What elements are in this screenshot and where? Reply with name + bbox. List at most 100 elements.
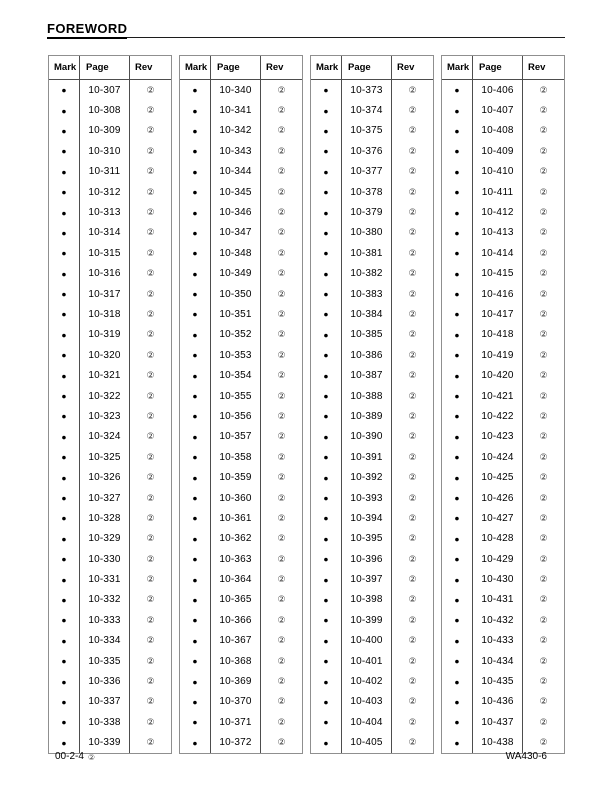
mark-dot: ● [192,146,198,157]
page-number: 10-417 [472,304,523,325]
page-number: 10-344 [210,161,261,182]
rev-mark: ② [408,186,417,197]
page-number: 10-368 [210,650,261,672]
rev-mark: ② [277,145,286,156]
page-number: 10-432 [472,610,523,631]
mark-dot: ● [192,533,198,544]
rev-mark: ② [146,370,155,381]
revision-tables: Mark Page Rev ● 10-307 ② ● 10-308 ② ● 10-309 ② ● 1… [48,55,565,754]
table-row: ● 10-346 ② [180,202,302,223]
mark-dot: ● [192,166,198,177]
page-number: 10-355 [210,385,261,407]
mark-dot: ● [192,615,198,626]
mark-dot: ● [454,656,460,667]
page-number: 10-375 [341,120,392,142]
table-row: ● 10-406 ② [442,80,564,101]
table-row: ● 10-408 ② [442,120,564,142]
mark-dot: ● [323,105,329,116]
page-number: 10-371 [210,712,261,733]
table-row: ● 10-309 ② [49,120,171,142]
mark-dot: ● [61,533,67,544]
table-row: ● 10-313 ② [49,202,171,223]
table-row: ● 10-425 ② [442,467,564,488]
mark-dot: ● [192,717,198,728]
mark-dot: ● [61,574,67,585]
mark-dot: ● [61,289,67,300]
table-row: ● 10-416 ② [442,283,564,305]
page-number: 10-422 [472,406,523,427]
mark-dot: ● [454,187,460,198]
footer-rev-mark: ② [87,752,96,762]
table-header: Mark Page Rev [180,56,302,80]
rev-mark: ② [539,207,548,218]
mark-dot: ● [323,146,329,157]
rev-mark: ② [408,431,417,442]
rev-mark: ② [408,105,417,116]
table-row: ● 10-386 ② [311,345,433,366]
rev-mark: ② [146,574,155,585]
table-row: ● 10-331 ② [49,569,171,590]
page-number: 10-413 [472,222,523,244]
table-row: ● 10-333 ② [49,610,171,631]
rev-mark: ② [146,512,155,523]
rev-mark: ② [539,737,548,748]
page-number: 10-341 [210,100,261,121]
rev-mark: ② [277,247,286,258]
rev-mark: ② [277,207,286,218]
mark-dot: ● [454,391,460,402]
table-row: ● 10-394 ② [311,508,433,529]
mark-dot: ● [61,431,67,442]
page-number: 10-411 [472,181,523,203]
rev-mark: ② [146,84,155,95]
mark-dot: ● [454,493,460,503]
mark-dot: ● [323,125,329,136]
mark-dot: ● [192,370,198,381]
page-number: 10-404 [341,712,392,733]
page-number: 10-435 [472,671,523,692]
page-number: 10-380 [341,222,392,244]
mark-dot: ● [61,472,67,483]
page-number: 10-425 [472,467,523,488]
table-row: ● 10-399 ② [311,610,433,631]
page-number: 10-378 [341,181,392,203]
mark-dot: ● [61,268,67,279]
page-number: 10-395 [341,528,392,549]
mark-dot: ● [192,350,198,361]
rev-mark: ② [539,472,548,483]
rev-mark: ② [146,676,155,687]
page-number: 10-310 [79,141,130,162]
mark-dot: ● [61,85,67,96]
table-row: ● 10-347 ② [180,222,302,244]
rev-mark: ② [146,614,155,625]
rev-mark: ② [539,696,548,707]
page-number: 10-334 [79,630,130,651]
col-header-rev: Rev [528,62,546,73]
table-row: ● 10-401 ② [311,650,433,672]
mark-dot: ● [61,513,67,524]
mark-dot: ● [192,289,198,300]
mark-dot: ● [454,615,460,626]
rev-mark: ② [539,553,548,564]
mark-dot: ● [323,370,329,381]
mark-dot: ● [323,574,329,585]
page-number: 10-313 [79,202,130,223]
table-row: ● 10-419 ② [442,345,564,366]
mark-dot: ● [454,350,460,361]
rev-mark: ② [408,308,417,319]
page-number: 10-389 [341,406,392,427]
page-number: 10-414 [472,243,523,264]
table-row: ● 10-361 ② [180,508,302,529]
page-number: 10-399 [341,610,392,631]
rev-mark: ② [539,574,548,585]
mark-dot: ● [454,329,460,340]
rev-mark: ② [539,105,548,116]
mark-dot: ● [323,717,329,728]
page-number: 10-319 [79,324,130,346]
table-row: ● 10-307 ② [49,80,171,101]
page-number: 10-394 [341,508,392,529]
table-row: ● 10-315 ② [49,243,171,264]
rev-mark: ② [539,533,548,544]
col-header-rev: Rev [135,62,153,73]
rev-mark: ② [539,451,548,462]
table-row: ● 10-422 ② [442,406,564,427]
